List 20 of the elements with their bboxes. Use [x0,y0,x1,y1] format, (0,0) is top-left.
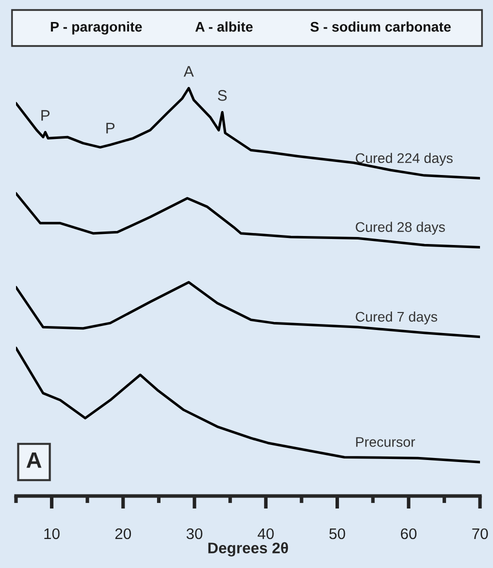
annotation: P [106,122,115,134]
x-tick-label: 30 [186,528,202,540]
x-tick-label: 60 [400,528,417,540]
series-label: Cured 224 days [356,152,453,166]
x-tick-label: 20 [115,528,131,540]
annotation: A [184,66,194,77]
x-tick-label: 10 [44,528,60,540]
x-tick-label: 50 [329,528,346,540]
annotation: S [218,90,227,101]
series-label: Precursor [356,437,416,447]
x-tick-label: 40 [258,528,274,540]
text: A - albite [195,22,253,32]
text: P - paragonite [50,21,142,35]
text: S - sodium carbonate [310,22,451,32]
series-label: Cured 7 days [356,311,438,324]
series-label: Cured 28 days [356,222,445,235]
annotation: P [41,110,50,121]
x-tick-label: 70 [472,528,488,540]
annotation: A [26,452,42,468]
x-axis-title: Degrees 2θ [208,542,288,556]
